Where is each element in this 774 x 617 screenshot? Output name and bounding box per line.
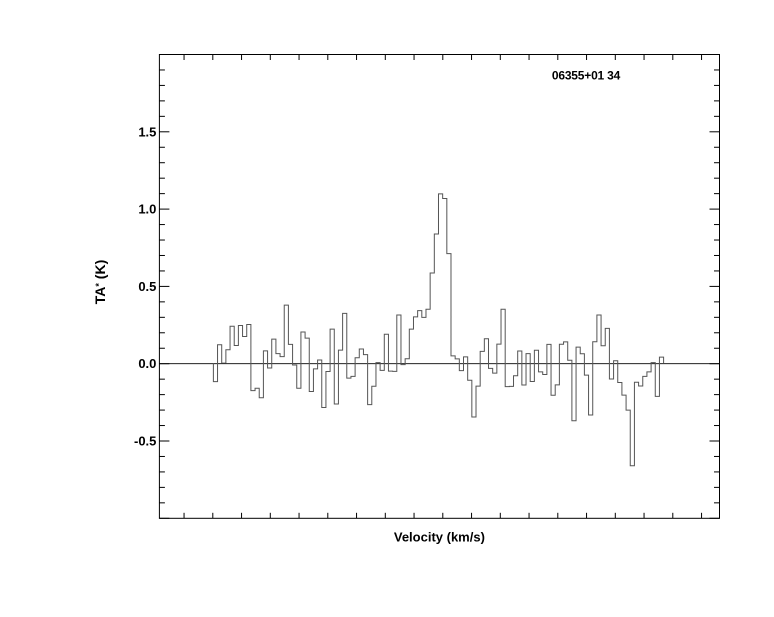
svg-text:1.5: 1.5 [138,124,156,139]
svg-text:TA* (K): TA* (K) [92,260,108,304]
svg-text:-0.5: -0.5 [134,434,156,449]
svg-text:1.0: 1.0 [138,202,156,217]
svg-text:Velocity (km/s): Velocity (km/s) [394,529,485,544]
svg-text:06355+01 34: 06355+01 34 [552,69,621,83]
svg-text:0.5: 0.5 [138,279,156,294]
svg-text:0.0: 0.0 [138,356,156,371]
